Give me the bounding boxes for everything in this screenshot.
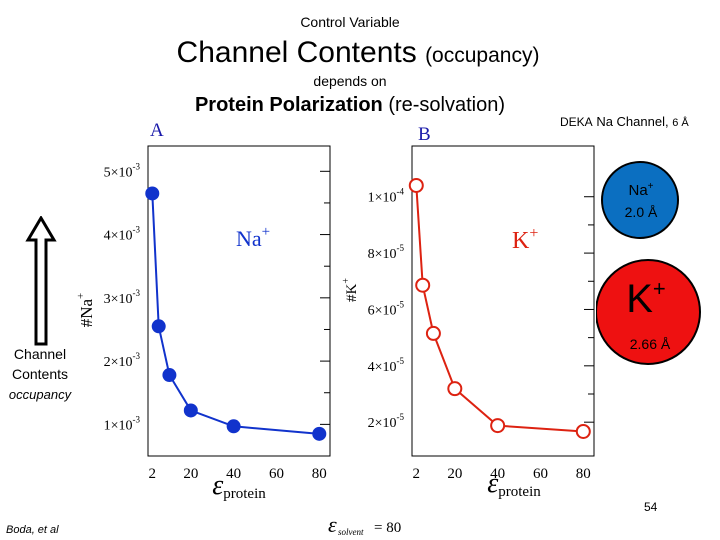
na-ion-name: Na — [628, 182, 648, 199]
chart-b-xlabel-sub: protein — [498, 484, 541, 500]
chart-b: B K+ #K+ 1×10-48×10-56×10-54×10-52×10-52… — [341, 124, 595, 500]
chart-a-data-point — [312, 426, 327, 441]
deka-size: 6 Å — [672, 117, 689, 129]
chart-a-ylabel: #Na+ — [76, 293, 96, 328]
channel-contents-arrow — [25, 216, 57, 346]
chart-a-ytick-label: 3×10-3 — [104, 288, 141, 307]
k-ion-name: K — [626, 277, 653, 321]
solvent-value: = 80 — [374, 520, 401, 536]
chart-a-xtick-label: 20 — [183, 466, 198, 482]
k-ion-radius: 2.66 Å — [630, 336, 671, 352]
slide-title: Channel Contents (occupancy) — [0, 36, 716, 70]
chart-a-xtick-label: 2 — [149, 466, 157, 482]
k-ion-charge: + — [653, 276, 666, 301]
chart-a-ylabel-text: #Na — [77, 298, 96, 327]
protein-polarization-main: Protein Polarization — [194, 94, 383, 116]
chart-a-xtick-label: 40 — [226, 466, 241, 482]
chart-b-series-line — [415, 185, 584, 433]
protein-polarization-paren: (re-solvation) — [388, 94, 506, 116]
chart-a-data-point — [145, 186, 160, 201]
page-number: 54 — [644, 500, 658, 514]
chart-b-ylabel: #K+ — [341, 278, 360, 302]
chart-b-ytick-label: 1×10-4 — [368, 187, 405, 206]
chart-a-series-line — [151, 193, 320, 435]
chart-b-panel-label: B — [418, 124, 431, 145]
svg-text:#Na+: #Na+ — [76, 293, 96, 328]
channel-contents-line1: Channel — [13, 346, 67, 362]
chart-a-ytick-label: 1×10-3 — [104, 414, 141, 433]
svg-text:#K+: #K+ — [341, 278, 360, 302]
chart-b-ytick-label: 6×10-5 — [368, 299, 405, 318]
chart-a-data-point — [183, 403, 198, 418]
na-ion-symbol: Na+ — [628, 181, 653, 199]
chart-a-ylabel-sup: + — [76, 293, 87, 299]
control-variable-label: Control Variable — [300, 14, 400, 30]
channel-contents-label: Channel Contents occupancy — [8, 344, 72, 405]
k-ion-symbol: K+ — [626, 276, 666, 321]
solvent-sub: solvent — [338, 527, 364, 537]
chart-b-ion-label: K+ — [512, 225, 538, 254]
chart-b-xlabel: εprotein — [487, 468, 541, 500]
na-ion-radius: 2.0 Å — [625, 204, 658, 220]
deka-label: DEKA Na Channel, 6 Å — [560, 114, 689, 129]
chart-a-xlabel: εprotein — [212, 470, 266, 502]
na-ion-charge: + — [648, 181, 654, 192]
chart-b-data-point — [575, 423, 591, 439]
chart-b-data-point — [415, 277, 431, 293]
chart-b-xtick-label: 40 — [490, 466, 505, 482]
chart-b-ytick-label: 2×10-5 — [368, 412, 405, 431]
chart-a-xtick-label: 60 — [269, 466, 284, 482]
chart-a-xlabel-sub: protein — [223, 486, 266, 502]
chart-b-data-point — [408, 177, 424, 193]
chart-b-ion-charge: + — [529, 225, 538, 242]
k-ion-circle — [596, 259, 701, 365]
chart-b-frame — [411, 145, 595, 457]
chart-a-frame — [147, 145, 331, 457]
chart-a-panel-label: A — [150, 120, 164, 141]
chart-a-ytick-label: 5×10-3 — [104, 161, 141, 180]
author-credit: Boda, et al — [6, 524, 59, 536]
na-ion-circle — [601, 161, 679, 239]
chart-a-xlabel-symbol: ε — [212, 470, 223, 501]
chart-a-data-point — [162, 368, 177, 383]
channel-contents-line3: occupancy — [8, 387, 72, 402]
chart-b-data-point — [425, 325, 441, 341]
chart-a-ion-name: Na — [236, 226, 262, 251]
chart-a-data-point — [226, 419, 241, 434]
chart-a: A Na+ #Na+ 5×10-34×10-33×10-32×10-31×10-… — [76, 120, 331, 502]
chart-b-ylabel-sup: + — [341, 278, 352, 284]
chart-a-xtick-label: 80 — [312, 466, 327, 482]
chart-b-xtick-label: 80 — [576, 466, 591, 482]
slide-title-main: Channel Contents — [176, 36, 417, 69]
slide-title-paren: (occupancy) — [425, 44, 540, 67]
solvent-symbol: ε — [328, 512, 337, 537]
chart-a-ytick-label: 2×10-3 — [104, 351, 141, 370]
chart-a-data-point — [151, 319, 166, 334]
chart-a-ion-label: Na+ — [236, 224, 270, 251]
deka-prefix: DEKA — [560, 115, 593, 129]
chart-b-ytick-label: 8×10-5 — [368, 243, 405, 262]
chart-b-xlabel-symbol: ε — [487, 468, 498, 499]
chart-b-xtick-label: 2 — [413, 466, 421, 482]
protein-polarization-heading: Protein Polarization (re-solvation) — [0, 94, 700, 117]
channel-contents-line2: Contents — [11, 366, 69, 382]
chart-b-data-point — [490, 418, 506, 434]
deka-rest: Na Channel, — [596, 114, 669, 129]
solvent-formula: ε solvent = 80 — [328, 512, 401, 537]
chart-a-ion-charge: + — [262, 224, 270, 240]
chart-b-xtick-label: 60 — [533, 466, 548, 482]
chart-b-data-point — [447, 381, 463, 397]
chart-b-ylabel-text: #K — [344, 283, 360, 302]
chart-a-ytick-label: 4×10-3 — [104, 225, 141, 244]
chart-b-ion-name: K — [512, 228, 530, 254]
depends-on-label: depends on — [313, 73, 387, 89]
chart-b-ytick-label: 4×10-5 — [368, 356, 405, 375]
ion-circles: Na+ 2.0 Å K+ 2.66 Å — [596, 161, 701, 365]
chart-b-xtick-label: 20 — [447, 466, 462, 482]
